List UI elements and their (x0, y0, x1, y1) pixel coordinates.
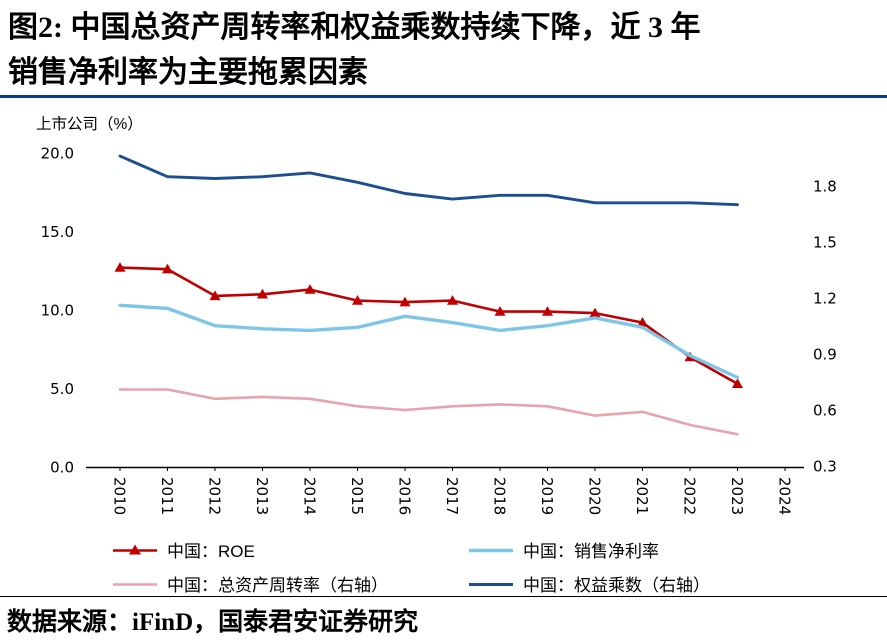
svg-text:0.6: 0.6 (813, 402, 837, 420)
svg-text:2021: 2021 (633, 477, 651, 515)
figure-title-line1: 图2: 中国总资产周转率和权益乘数持续下降，近 3 年 (8, 11, 701, 44)
svg-text:1.5: 1.5 (813, 234, 837, 252)
legend-label-asset-turnover: 中国：总资产周转率（右轴） (167, 576, 388, 595)
equity-multiplier-line-marker (469, 582, 513, 586)
legend-item-asset-turnover: 中国：总资产周转率（右轴） (112, 571, 468, 596)
svg-text:0.3: 0.3 (813, 458, 837, 476)
svg-text:2016: 2016 (396, 477, 414, 515)
svg-text:0.9: 0.9 (813, 346, 837, 364)
svg-text:15.0: 15.0 (41, 223, 74, 241)
svg-text:2012: 2012 (206, 477, 224, 515)
figure-title-line2: 销售净利率为主要拖累因素 (8, 56, 368, 89)
svg-text:2011: 2011 (158, 477, 176, 515)
data-source: 数据来源：iFinD，国泰君安证券研究 (7, 609, 419, 636)
legend-item-equity-multiplier: 中国：权益乘数（右轴） (468, 571, 710, 596)
roe-line-marker (113, 544, 157, 554)
legend-label-roe: 中国：ROE (167, 542, 255, 561)
svg-text:20.0: 20.0 (41, 145, 74, 163)
svg-text:1.8: 1.8 (813, 178, 837, 196)
svg-text:2018: 2018 (491, 477, 509, 515)
svg-text:2015: 2015 (348, 477, 366, 515)
svg-text:0.0: 0.0 (50, 459, 74, 477)
figure-title: 图2: 中国总资产周转率和权益乘数持续下降，近 3 年 销售净利率为主要拖累因素 (8, 5, 880, 95)
svg-text:2017: 2017 (443, 477, 461, 515)
svg-text:1.2: 1.2 (813, 290, 837, 308)
legend-item-net-margin: 中国：销售净利率 (468, 537, 710, 562)
axis-unit-label: 上市公司（%） (36, 116, 143, 133)
net-margin-line-marker (469, 548, 513, 552)
svg-text:2014: 2014 (301, 477, 319, 515)
chart-legend: 中国：ROE 中国：销售净利率 中国：总资产周转率（右轴） 中国：权益乘数（右轴… (112, 537, 710, 596)
legend-label-equity-multiplier: 中国：权益乘数（右轴） (523, 576, 710, 595)
footer-divider (0, 596, 887, 597)
svg-text:2019: 2019 (538, 477, 556, 515)
title-divider (0, 95, 887, 98)
svg-text:5.0: 5.0 (50, 380, 74, 398)
legend-item-roe: 中国：ROE (112, 537, 468, 562)
svg-text:2013: 2013 (253, 477, 271, 515)
svg-text:10.0: 10.0 (41, 302, 74, 320)
svg-text:2020: 2020 (586, 477, 604, 515)
asset-turnover-line-marker (113, 582, 157, 586)
legend-label-net-margin: 中国：销售净利率 (523, 542, 659, 561)
svg-text:2024: 2024 (776, 477, 794, 515)
svg-text:2023: 2023 (728, 477, 746, 515)
svg-text:2010: 2010 (111, 477, 129, 515)
svg-text:2022: 2022 (681, 477, 699, 515)
